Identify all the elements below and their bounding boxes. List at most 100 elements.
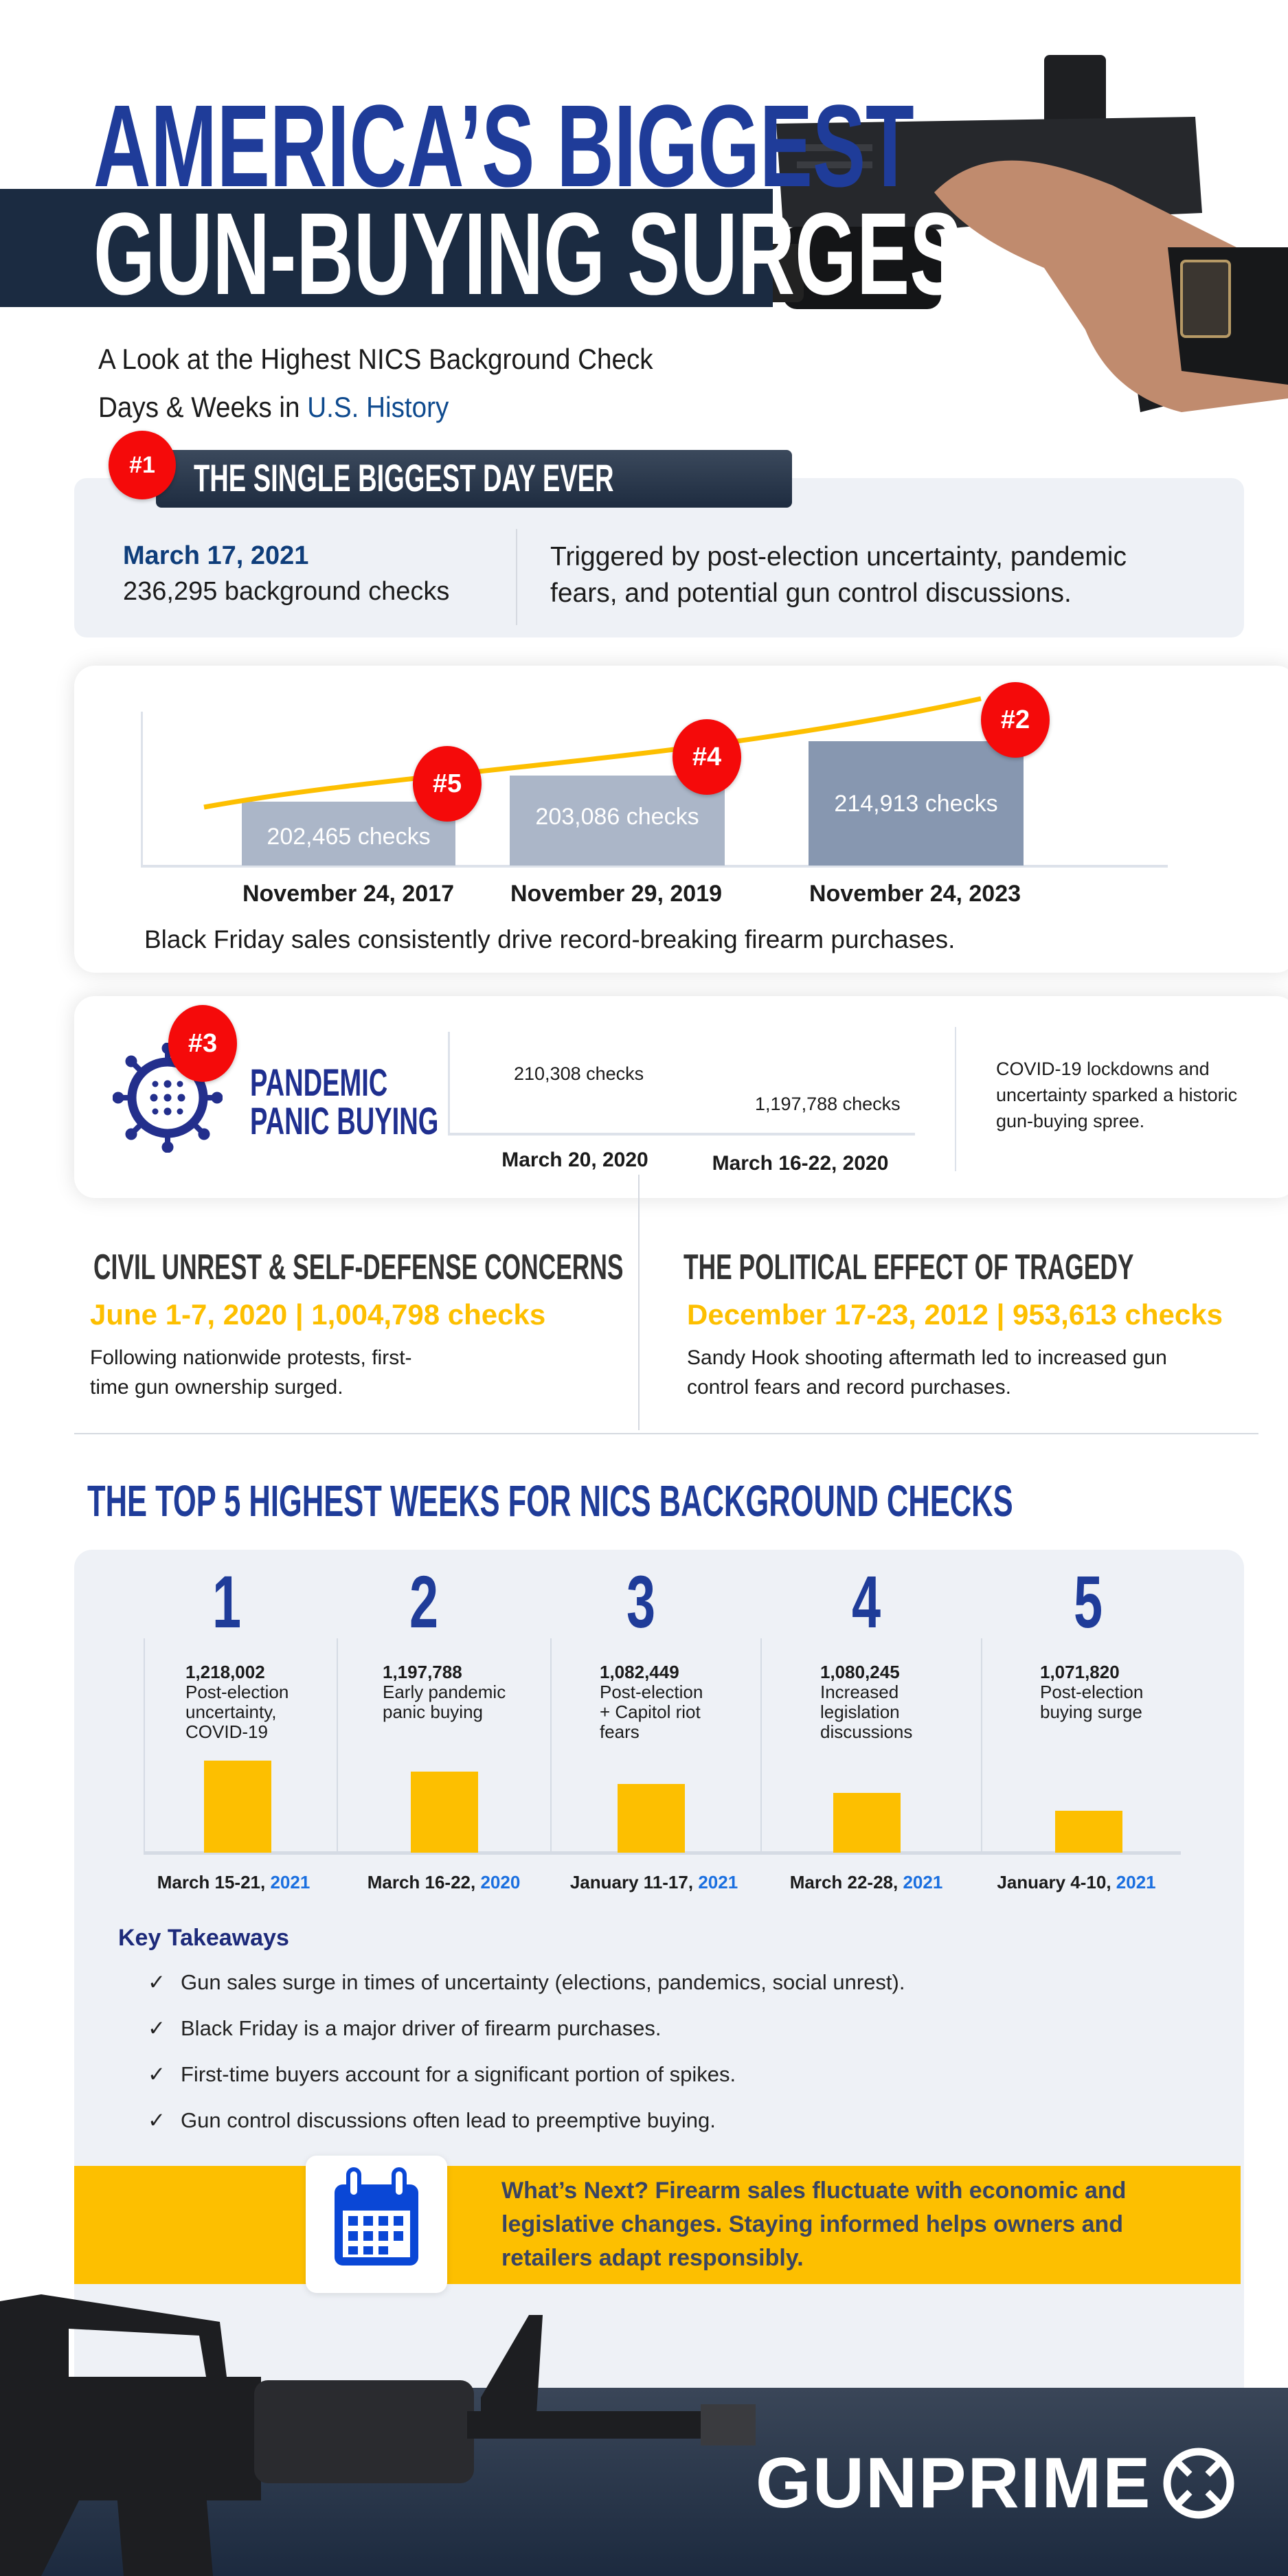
date-year: 2021 [1116,1872,1156,1893]
takeaway-text: Gun sales surge in times of uncertainty … [181,1970,905,1994]
week-value: 1,218,002 [185,1662,265,1682]
week-info: 1,080,245 Increased legislation discussions [820,1662,978,1742]
takeaway-text: First-time buyers account for a signific… [181,2062,736,2086]
title-text: PANIC BUYING [250,1099,439,1142]
week-date: March 16-22, 2020 [368,1872,521,1893]
description-line: COVID-19 lockdowns and [996,1059,1210,1079]
tragedy-stat: December 17-23, 2012 | 953,613 checks [687,1298,1223,1331]
calendar-card [306,2156,447,2293]
biggest-day-description: Triggered by post-election uncertainty, … [550,539,1127,611]
rank-badge-4: #4 [673,719,741,795]
tragedy-text: Sandy Hook shooting aftermath led to inc… [687,1343,1167,1402]
date-range: March 22-28, [789,1872,903,1893]
crosshair-icon [1163,2448,1234,2519]
check-icon: ✓ [148,2108,166,2132]
rank-badge-5: #5 [413,746,482,822]
mini-chart-baseline [448,1133,915,1136]
chart-y-axis [141,712,143,867]
pandemic-card [74,996,1288,1198]
date-range: January 4-10, [997,1872,1116,1893]
mini-chart-y-axis [448,1032,450,1135]
week-desc: buying surge [1040,1702,1142,1722]
pandemic-title: PANDEMIC PANIC BUYING [250,1063,527,1140]
week-info: 1,071,820 Post-election buying surge [1040,1662,1198,1722]
date-range: January 11-17, [569,1872,699,1893]
rank-badge-3: #3 [168,1005,237,1082]
takeaway-item: ✓ Gun control discussions often lead to p… [148,2108,716,2133]
bar-2023: 214,913 checks [809,741,1024,866]
biggest-day-checks: 236,295 background checks [123,577,450,606]
page-title-line1: AMERICA’S BIGGEST [93,88,1288,205]
bar-label: 214,913 checks [834,791,998,817]
takeaway-item: ✓ First-time buyers account for a signifi… [148,2062,736,2087]
text-line: Sandy Hook shooting aftermath led to inc… [687,1346,1167,1369]
bar-date: November 29, 2019 [510,881,723,907]
text-line: retailers adapt responsibly. [501,2245,804,2271]
title-text: AMERICA’S BIGGEST [93,81,914,212]
date-year: 2020 [480,1872,521,1893]
divider [516,529,517,625]
bar-date: November 24, 2017 [242,881,455,907]
week-desc: + Capitol riot [600,1702,701,1722]
week-desc: fears [600,1721,640,1742]
week-rank: 3 [626,1560,656,1643]
section-heading-bar [156,450,792,508]
takeaway-text: Gun control discussions often lead to pr… [181,2108,716,2132]
date-year: 2021 [270,1872,310,1893]
whats-next-banner [74,2166,1241,2284]
text-line: control fears and record purchases. [687,1376,1011,1399]
title-band [0,189,773,307]
week-desc: Post-election [1040,1682,1144,1702]
subtitle-highlight: U.S. History [307,391,449,423]
gunprime-logo: GUNPRIME [756,2445,1236,2521]
pistol-image [756,41,1288,481]
week-bar [204,1761,271,1853]
week-date: January 4-10, 2021 [997,1872,1155,1893]
check-icon: ✓ [148,2062,166,2086]
description-line: Triggered by post-election uncertainty, … [550,542,1127,572]
top5-heading: THE TOP 5 HIGHEST WEEKS FOR NICS BACKGRO… [87,1476,1288,1526]
week-desc: uncertainty, [185,1702,277,1722]
biggest-day-date: March 17, 2021 [123,541,309,570]
bar-label: 202,465 checks [267,824,431,850]
rank-badge-2: #2 [981,682,1050,758]
heading-text: THE TOP 5 HIGHEST WEEKS FOR NICS BACKGRO… [87,1476,1013,1526]
week-desc: Post-election [600,1682,703,1702]
divider [955,1027,956,1171]
description-line: fears, and potential gun control discuss… [550,578,1072,608]
pandemic-description: COVID-19 lockdowns and uncertainty spark… [996,1056,1237,1134]
point-label: 210,308 checks [514,1063,644,1084]
week-info: 1,197,788 Early pandemic panic buying [383,1662,541,1722]
week-desc: Increased [820,1682,899,1702]
heading-text: CIVIL UNREST & SELF-DEFENSE CONCERNS [93,1247,624,1287]
heading-text: THE POLITICAL EFFECT OF TRAGEDY [683,1247,1134,1287]
point-date: March 16-22, 2020 [712,1152,889,1175]
check-icon: ✓ [148,1970,166,1994]
week-bar [1055,1811,1122,1853]
date-range: March 16-22, [367,1872,481,1893]
week-bar [411,1772,478,1853]
column-line [760,1638,762,1853]
title-text: PANDEMIC [250,1061,388,1104]
whats-next-text: What’s Next? Firearm sales fluctuate wit… [501,2174,1126,2275]
week-info: 1,082,449 Post-election + Capitol riot fear… [600,1662,758,1742]
week-desc: panic buying [383,1702,483,1722]
text-line: legislative changes. Staying informed he… [501,2211,1124,2237]
column-line [550,1638,552,1853]
text-line: What’s Next? Firearm sales fluctuate wit… [501,2178,1127,2204]
week-value: 1,082,449 [600,1662,679,1682]
week-rank: 1 [212,1560,242,1643]
bar-label: 203,086 checks [535,804,699,830]
week-desc: legislation [820,1702,900,1722]
week-rank: 4 [851,1560,881,1643]
takeaways-heading: Key Takeaways [118,1925,289,1951]
text-line: time gun ownership surged. [90,1376,343,1399]
week-date: March 15-21, 2021 [157,1872,310,1893]
calendar-icon [335,2167,418,2266]
week-desc: discussions [820,1721,913,1742]
bar-date: November 24, 2023 [809,881,1021,907]
civil-unrest-heading: CIVIL UNREST & SELF-DEFENSE CONCERNS [93,1247,872,1288]
week-bar [618,1784,685,1853]
date-year: 2021 [698,1872,738,1893]
civil-unrest-text: Following nationwide protests, first- ti… [90,1343,412,1402]
